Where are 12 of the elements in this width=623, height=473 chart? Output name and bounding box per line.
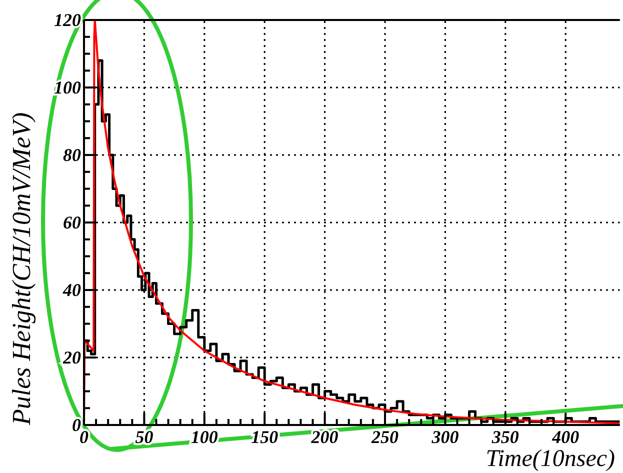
y-axis-title: Pules Height(CH/10mV/MeV) (7, 112, 36, 426)
x-tick-label: 350 (490, 427, 519, 447)
x-tick-label: 400 (551, 427, 580, 447)
x-tick-label: 200 (310, 427, 338, 447)
y-tick-label: 80 (63, 145, 81, 165)
x-tick-label: 300 (430, 427, 459, 447)
y-tick-label: 60 (63, 212, 81, 232)
y-tick-label: 120 (54, 10, 81, 30)
x-axis-title: Time(10nsec) (486, 446, 615, 472)
x-tick-label: 250 (370, 427, 398, 447)
y-tick-label: 40 (62, 280, 81, 300)
y-tick-label: 20 (62, 348, 81, 368)
